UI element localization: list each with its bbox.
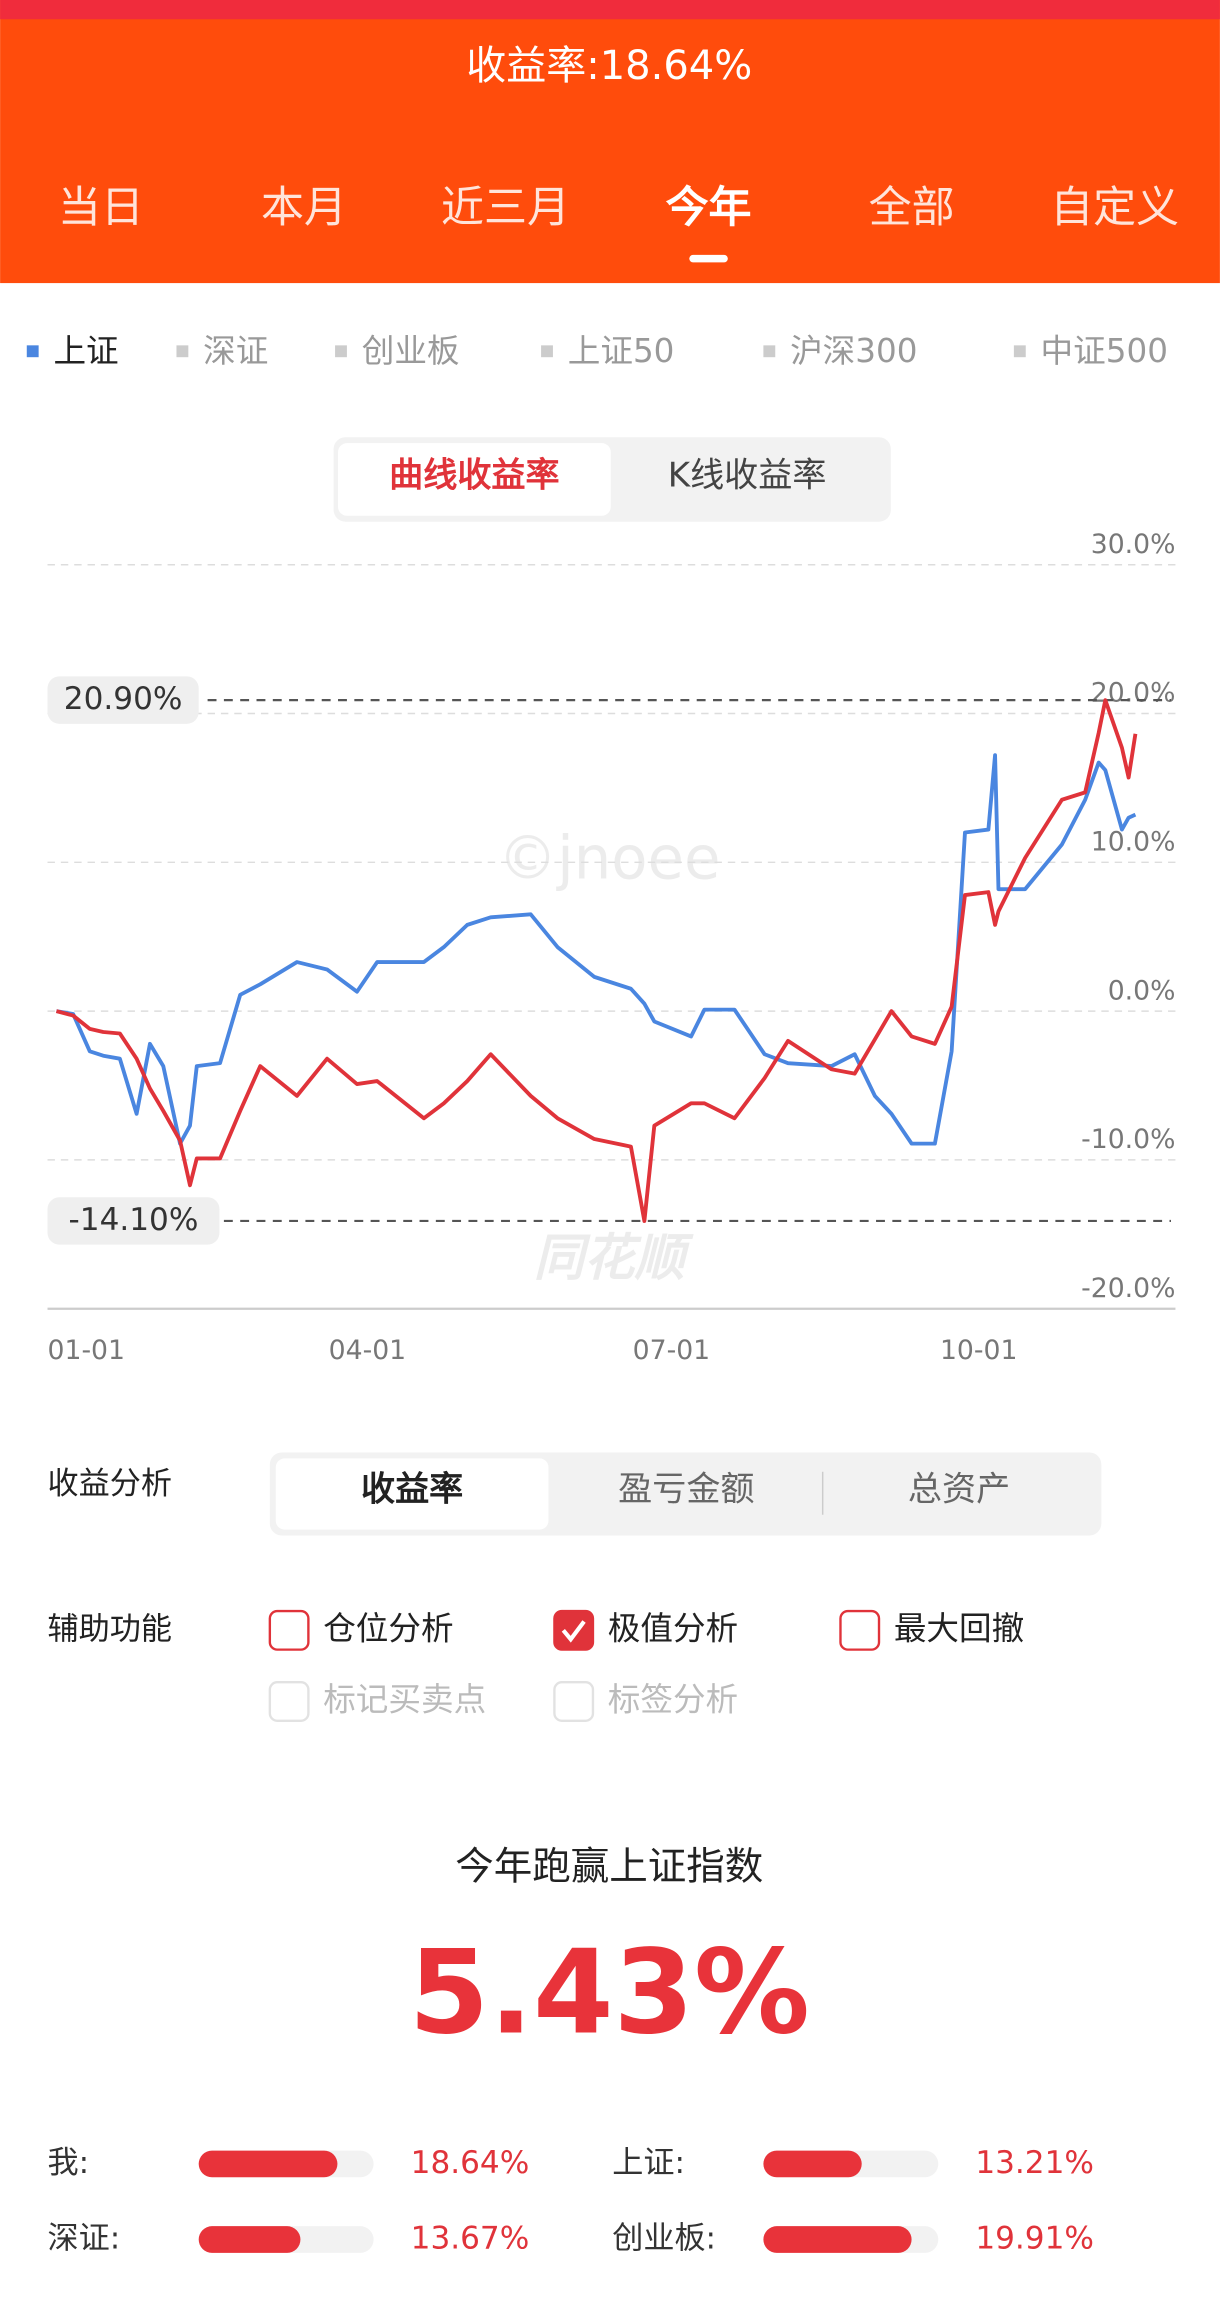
- compare-label: 深证:: [48, 2221, 121, 2257]
- index-dot: [26, 345, 39, 358]
- summary-value: 5.43%: [409, 1927, 810, 2061]
- checkbox-label: 标签分析: [608, 1681, 738, 1719]
- checkbox-label[interactable]: 仓位分析: [323, 1609, 453, 1647]
- y-tick-label: 0.0%: [1108, 975, 1176, 1006]
- checkbox: [268, 1681, 310, 1722]
- watermark: 同花顺: [534, 1228, 695, 1287]
- y-tick-label: 30.0%: [1091, 529, 1176, 560]
- analysis-option[interactable]: 盈亏金额: [618, 1470, 754, 1510]
- x-tick-label: 10-01: [940, 1335, 1017, 1366]
- analysis-option[interactable]: 总资产: [908, 1470, 1010, 1510]
- period-tab[interactable]: 本月: [261, 183, 347, 233]
- compare-bar: [198, 2226, 301, 2253]
- compare-value: 13.21%: [975, 2145, 1094, 2181]
- toggle-item[interactable]: 曲线收益率: [389, 456, 559, 496]
- period-tab[interactable]: 当日: [58, 183, 144, 233]
- index-dot: [1013, 345, 1026, 358]
- watermark: ©jnoee: [498, 824, 720, 893]
- checkbox-label[interactable]: 最大回撤: [894, 1609, 1024, 1647]
- analysis-active: [275, 1458, 549, 1530]
- period-tab[interactable]: 自定义: [1050, 183, 1179, 233]
- index-dot: [176, 345, 189, 358]
- y-tick-label: -10.0%: [1081, 1124, 1175, 1155]
- index-item[interactable]: 中证500: [1041, 332, 1168, 370]
- header-title: 收益率:18.64%: [466, 43, 752, 89]
- tab-indicator: [689, 254, 728, 263]
- extreme-label: -14.10%: [69, 1202, 199, 1238]
- index-dot: [541, 345, 553, 358]
- y-tick-label: -20.0%: [1081, 1273, 1175, 1304]
- analysis-option[interactable]: 收益率: [361, 1470, 463, 1510]
- compare-value: 13.67%: [411, 2221, 530, 2257]
- compare-bar: [763, 2150, 862, 2178]
- compare-value: 18.64%: [411, 2145, 530, 2181]
- compare-label: 上证:: [612, 2145, 685, 2181]
- index-item[interactable]: 深证: [203, 332, 268, 370]
- toggle-active: [338, 443, 611, 516]
- checkmark: [561, 1620, 586, 1643]
- x-tick-label: 07-01: [633, 1335, 710, 1366]
- index-item[interactable]: 上证: [53, 332, 118, 370]
- x-tick-label: 01-01: [48, 1335, 125, 1366]
- extreme-badge: [47, 676, 199, 724]
- period-tab[interactable]: 全部: [869, 183, 955, 233]
- x-tick-label: 04-01: [329, 1335, 406, 1366]
- index-dot: [335, 345, 347, 358]
- checkbox-label: 标记买卖点: [323, 1681, 486, 1719]
- extreme-badge: [47, 1197, 220, 1245]
- series-line: [56, 753, 1137, 1146]
- index-item[interactable]: 沪深300: [790, 332, 917, 370]
- checkbox[interactable]: [268, 1609, 310, 1651]
- aux-label: 辅助功能: [48, 1611, 172, 1647]
- compare-label: 创业板:: [612, 2221, 716, 2257]
- header-bg: [0, 0, 1220, 284]
- compare-label: 我:: [48, 2145, 90, 2181]
- index-item[interactable]: 创业板: [362, 332, 460, 370]
- status-bar: [0, 0, 1220, 20]
- checkbox[interactable]: [553, 1609, 595, 1651]
- checkbox: [553, 1681, 595, 1722]
- checkbox-label[interactable]: 极值分析: [608, 1609, 738, 1647]
- index-dot: [763, 345, 776, 358]
- compare-value: 19.91%: [975, 2221, 1094, 2257]
- series-line: [55, 698, 1138, 1223]
- summary-title: 今年跑赢上证指数: [455, 1844, 763, 1889]
- toggle-item[interactable]: K线收益率: [668, 456, 827, 496]
- compare-bar: [763, 2226, 912, 2253]
- compare-bar: [198, 2150, 338, 2178]
- y-tick-label: 10.0%: [1091, 827, 1176, 858]
- index-item[interactable]: 上证50: [568, 332, 675, 370]
- period-tab[interactable]: 今年: [666, 183, 752, 233]
- analysis-label: 收益分析: [48, 1466, 172, 1502]
- checkbox[interactable]: [839, 1609, 881, 1651]
- period-tab[interactable]: 近三月: [441, 183, 570, 233]
- extreme-label: 20.90%: [64, 681, 183, 717]
